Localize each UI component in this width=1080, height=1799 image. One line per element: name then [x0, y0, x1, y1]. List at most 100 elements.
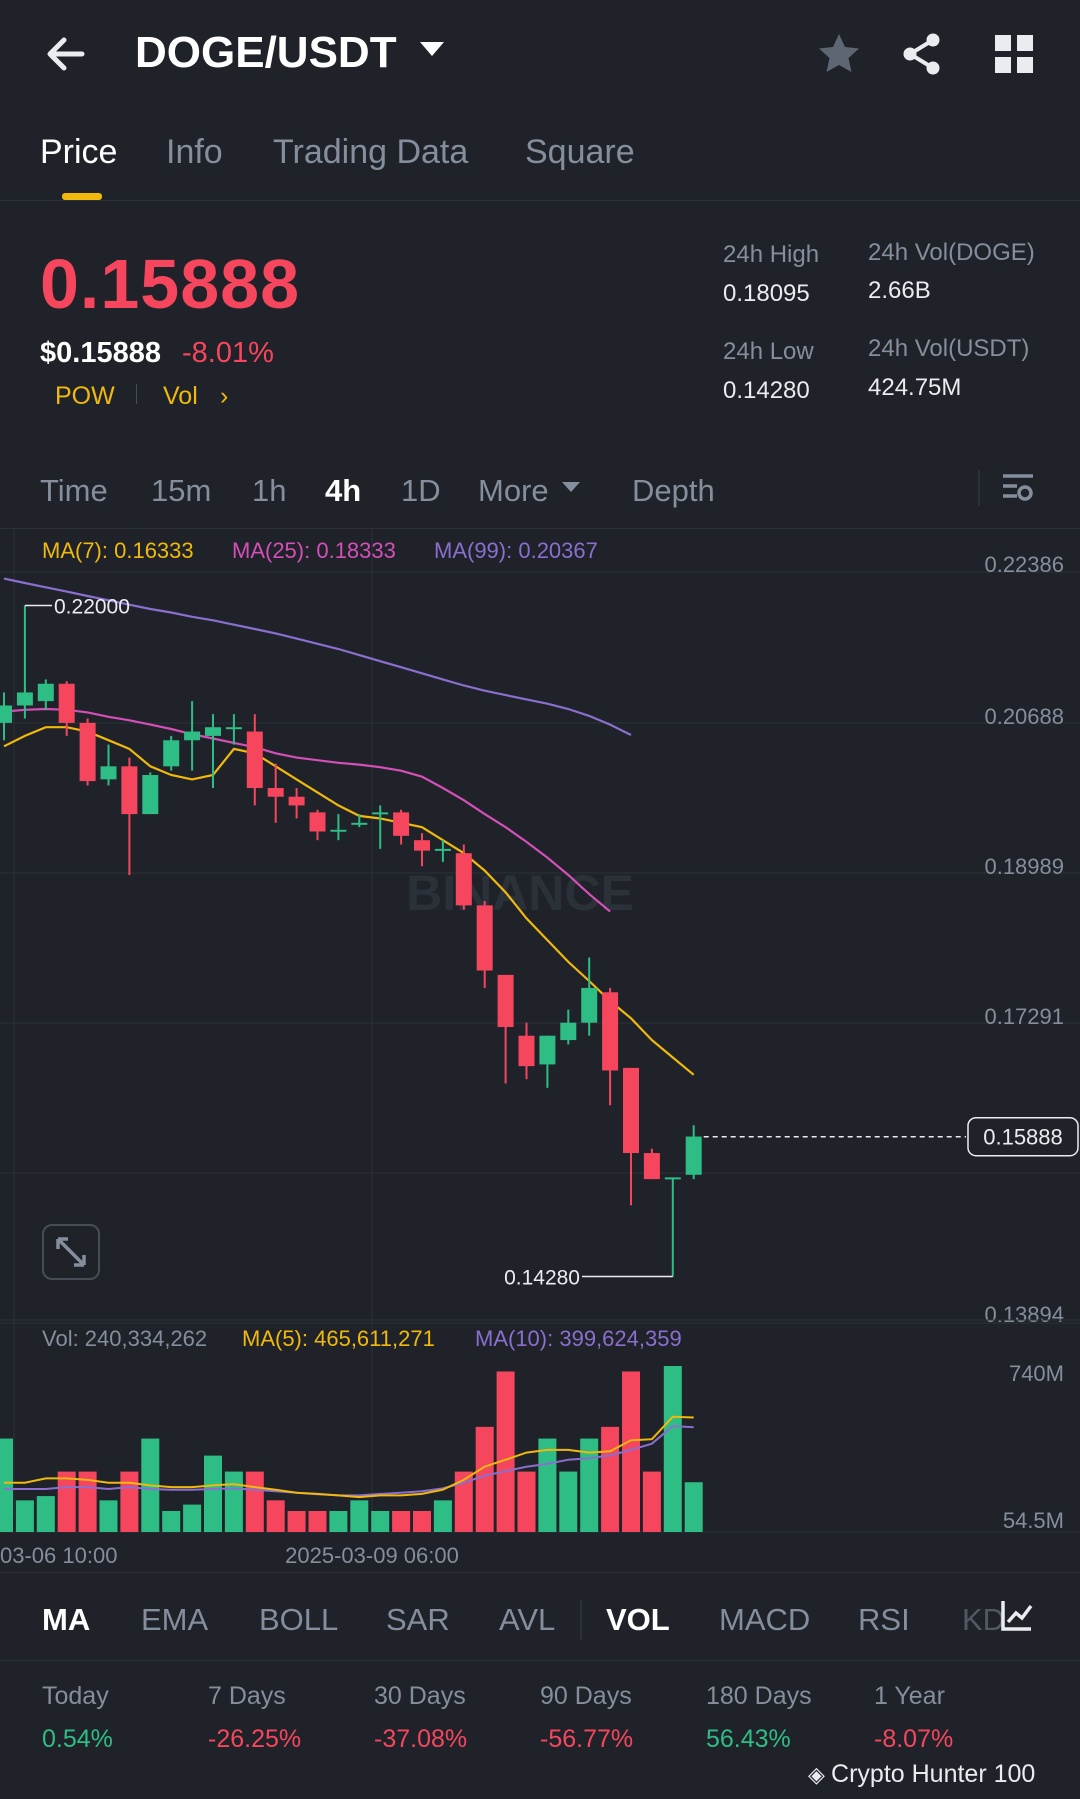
candle-body: [539, 1035, 556, 1065]
time-axis-label: 2025-03-09 06:00: [285, 1543, 459, 1568]
volume-bar: [371, 1510, 390, 1532]
vol-quote-value: 424.75M: [868, 374, 962, 401]
divider: [978, 470, 980, 506]
candle-body: [205, 727, 221, 736]
tab-info[interactable]: Info: [166, 133, 223, 171]
perf-value-180d: 56.43%: [706, 1725, 791, 1753]
volume-bar: [601, 1426, 620, 1532]
share-icon[interactable]: [898, 30, 946, 78]
interval-15m[interactable]: 15m: [151, 473, 212, 508]
volume-bar: [684, 1482, 703, 1532]
volume-bar: [245, 1471, 264, 1532]
indicator-avl[interactable]: AVL: [499, 1602, 556, 1637]
interval-more[interactable]: More: [478, 473, 549, 508]
volume-bar: [642, 1471, 661, 1532]
volume-bar: [475, 1426, 494, 1532]
perf-label-90d: 90 Days: [540, 1682, 632, 1710]
perf-value-today: 0.54%: [42, 1725, 113, 1753]
price-chart[interactable]: 0.22386 0.20688 0.18989 0.17291 0.13894 BINA…: [0, 528, 1080, 1568]
volume-bar: [517, 1471, 536, 1532]
caret-down-icon[interactable]: [562, 482, 580, 492]
volume-bar: [580, 1438, 599, 1532]
watermark: ◈ Crypto Hunter 100: [808, 1760, 1035, 1789]
indicator-macd[interactable]: MACD: [719, 1602, 811, 1637]
perf-label-180d: 180 Days: [706, 1682, 812, 1710]
indicator-boll[interactable]: BOLL: [259, 1602, 339, 1637]
candle-body: [330, 829, 347, 832]
candle-body: [372, 812, 389, 815]
star-icon[interactable]: [815, 30, 863, 78]
expand-icon: [56, 1237, 86, 1267]
indicator-sar[interactable]: SAR: [386, 1602, 450, 1637]
caret-down-icon[interactable]: [420, 42, 444, 56]
expand-chart-button[interactable]: [42, 1224, 100, 1280]
interval-4h[interactable]: 4h: [325, 473, 362, 508]
indicator-vol[interactable]: VOL: [606, 1602, 670, 1637]
tag-separator: [136, 384, 137, 404]
candle-body: [58, 683, 75, 723]
candle-body: [518, 1035, 535, 1067]
indicator-settings-icon[interactable]: [1000, 1598, 1034, 1632]
candle-body: [121, 766, 138, 815]
volume-bar: [287, 1510, 306, 1532]
candle-body: [225, 727, 242, 730]
ma7-legend: MA(7): 0.16333: [42, 538, 194, 563]
perf-value-7d: -26.25%: [208, 1725, 302, 1753]
last-price: 0.15888: [40, 245, 301, 323]
volume-bar: [36, 1496, 55, 1532]
candle-body: [16, 692, 33, 706]
tag-vol[interactable]: Vol: [163, 382, 198, 410]
watermark-text: Crypto Hunter 100: [831, 1760, 1036, 1788]
interval-depth[interactable]: Depth: [632, 473, 715, 508]
volume-bar: [454, 1471, 473, 1532]
volume-bar: [15, 1500, 34, 1532]
candle-body: [414, 840, 430, 851]
high-label: 24h High: [723, 241, 820, 268]
candle-body: [497, 974, 514, 1028]
candle-body: [246, 731, 263, 789]
candle-body: [643, 1153, 660, 1180]
candle-body: [79, 722, 96, 782]
chart-settings-icon[interactable]: [1000, 470, 1036, 506]
chevron-right-icon[interactable]: ›: [220, 382, 229, 410]
current-price-label: 0.15888: [983, 1125, 1063, 1150]
indicator-kd[interactable]: KD: [962, 1602, 1006, 1637]
interval-time[interactable]: Time: [40, 473, 108, 508]
indicator-ma[interactable]: MA: [42, 1602, 91, 1637]
candle-body: [309, 812, 326, 832]
tab-square[interactable]: Square: [525, 133, 635, 171]
volume-bar: [350, 1500, 369, 1532]
volume-bar: [183, 1504, 202, 1532]
perf-value-30d: -37.08%: [374, 1725, 468, 1753]
vol-legend: Vol: 240,334,262: [42, 1326, 207, 1351]
grid-icon[interactable]: [993, 33, 1035, 75]
volume-bar: [392, 1510, 411, 1532]
candle-body: [685, 1136, 702, 1175]
candle-body: [267, 788, 284, 797]
tab-trading-data[interactable]: Trading Data: [273, 133, 469, 171]
indicator-rsi[interactable]: RSI: [858, 1602, 910, 1637]
interval-1h[interactable]: 1h: [252, 473, 287, 508]
back-arrow-icon[interactable]: [42, 30, 90, 78]
candle-body: [37, 683, 54, 702]
pair-title[interactable]: DOGE/USDT: [135, 28, 397, 77]
interval-1d[interactable]: 1D: [401, 473, 441, 508]
tab-price[interactable]: Price: [40, 133, 118, 171]
ma99-legend: MA(99): 0.20367: [434, 538, 598, 563]
candle-body: [560, 1022, 577, 1041]
vol-base-label: 24h Vol(DOGE): [868, 239, 1035, 266]
volume-bar: [57, 1471, 76, 1532]
ma7-line: [3, 726, 695, 1076]
indicator-ema[interactable]: EMA: [141, 1602, 209, 1637]
vol-base-value: 2.66B: [868, 277, 931, 304]
tab-active-indicator: [62, 193, 102, 200]
candle-body: [163, 740, 180, 767]
divider: [0, 528, 1080, 529]
candle-body: [581, 987, 598, 1023]
price-axis-label: 0.22386: [984, 552, 1064, 577]
candle-body: [623, 1067, 639, 1154]
ma25-legend: MA(25): 0.18333: [232, 538, 396, 563]
tag-pow[interactable]: POW: [55, 382, 115, 410]
volume-bar: [308, 1510, 327, 1532]
volume-bar: [204, 1455, 222, 1532]
